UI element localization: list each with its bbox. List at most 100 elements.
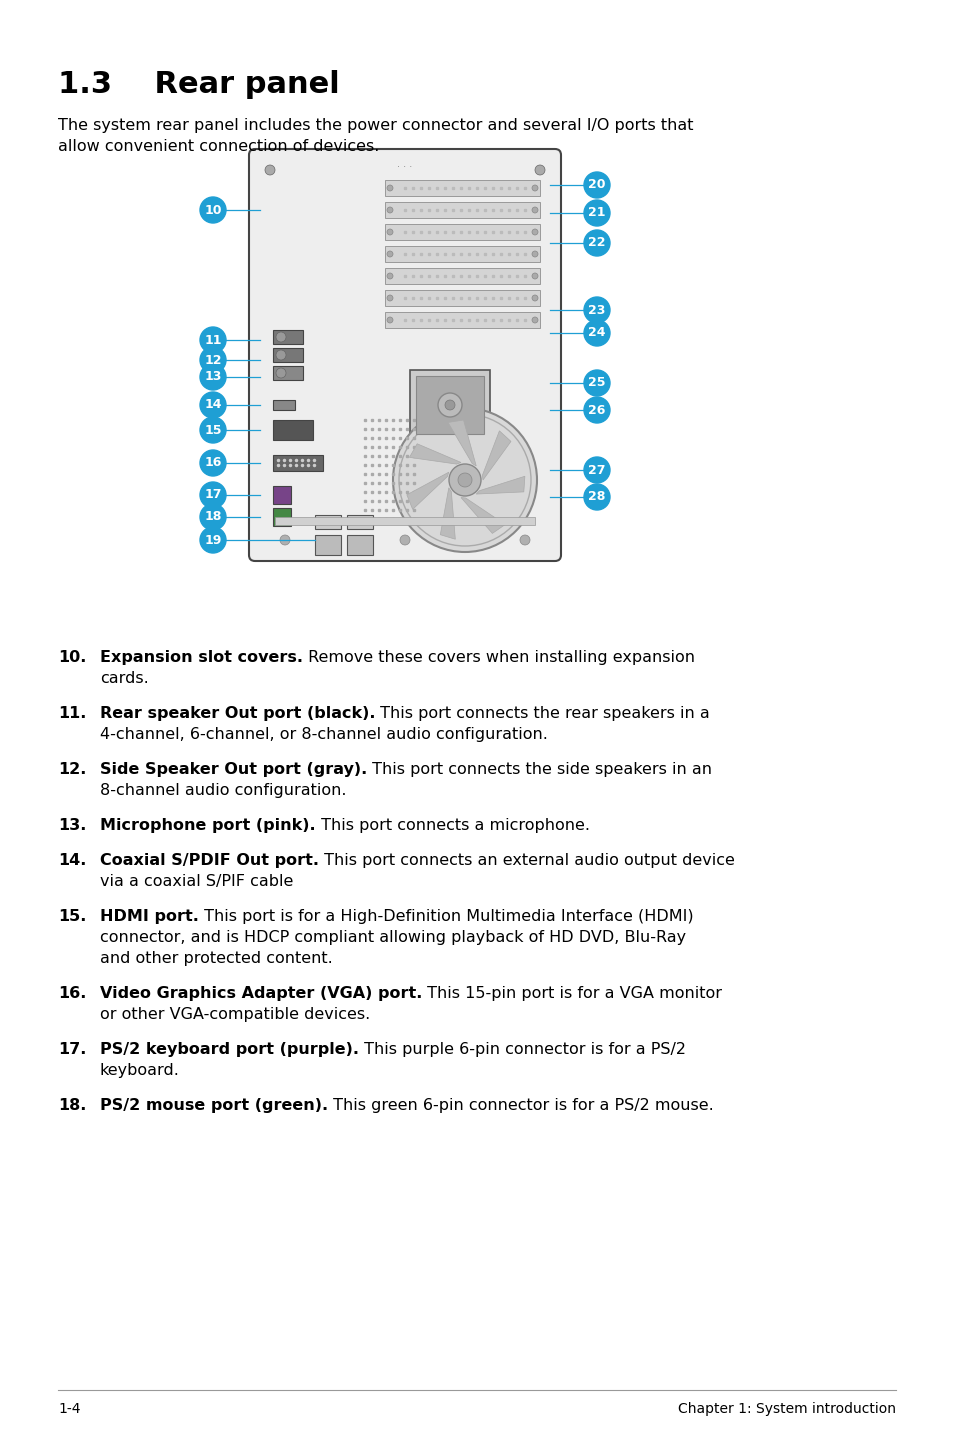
Circle shape bbox=[583, 298, 609, 324]
Text: This port connects an external audio output device: This port connects an external audio out… bbox=[318, 853, 734, 869]
Text: This port connects the side speakers in an: This port connects the side speakers in … bbox=[367, 762, 712, 777]
Text: This purple 6-pin connector is for a PS/2: This purple 6-pin connector is for a PS/… bbox=[358, 1043, 685, 1057]
Text: This green 6-pin connector is for a PS/2 mouse.: This green 6-pin connector is for a PS/2… bbox=[328, 1099, 713, 1113]
Bar bbox=[273, 486, 291, 503]
Circle shape bbox=[200, 197, 226, 223]
Text: keyboard.: keyboard. bbox=[100, 1063, 180, 1078]
Text: 17: 17 bbox=[204, 489, 221, 502]
Text: 25: 25 bbox=[588, 377, 605, 390]
Circle shape bbox=[583, 397, 609, 423]
Circle shape bbox=[387, 207, 393, 213]
Polygon shape bbox=[460, 498, 505, 533]
Text: · · ·: · · · bbox=[397, 162, 413, 173]
Bar bbox=[385, 267, 539, 283]
Bar bbox=[273, 454, 323, 472]
Circle shape bbox=[200, 526, 226, 554]
Text: This port is for a High-Definition Multimedia Interface (HDMI): This port is for a High-Definition Multi… bbox=[198, 909, 693, 925]
Bar bbox=[314, 515, 340, 529]
Circle shape bbox=[200, 450, 226, 476]
Circle shape bbox=[393, 408, 537, 552]
Text: 21: 21 bbox=[588, 207, 605, 220]
Text: 14: 14 bbox=[204, 398, 221, 411]
Text: 4-channel, 6-channel, or 8-channel audio configuration.: 4-channel, 6-channel, or 8-channel audio… bbox=[100, 728, 547, 742]
Circle shape bbox=[275, 332, 286, 342]
Circle shape bbox=[532, 252, 537, 257]
Polygon shape bbox=[409, 444, 460, 464]
Text: Coaxial S/PDIF Out port.: Coaxial S/PDIF Out port. bbox=[100, 853, 318, 869]
Circle shape bbox=[387, 295, 393, 301]
Circle shape bbox=[583, 200, 609, 226]
Bar bbox=[347, 535, 373, 555]
Circle shape bbox=[519, 535, 530, 545]
Text: 23: 23 bbox=[588, 303, 605, 316]
Circle shape bbox=[437, 393, 461, 417]
Circle shape bbox=[200, 393, 226, 418]
Bar bbox=[385, 180, 539, 196]
Circle shape bbox=[583, 485, 609, 510]
Text: 15.: 15. bbox=[58, 909, 87, 925]
Text: 11.: 11. bbox=[58, 706, 87, 720]
Circle shape bbox=[280, 535, 290, 545]
Circle shape bbox=[399, 535, 410, 545]
Text: Chapter 1: System introduction: Chapter 1: System introduction bbox=[678, 1402, 895, 1416]
Text: Video Graphics Adapter (VGA) port.: Video Graphics Adapter (VGA) port. bbox=[100, 986, 422, 1001]
Text: via a coaxial S/PIF cable: via a coaxial S/PIF cable bbox=[100, 874, 294, 889]
Bar bbox=[410, 370, 490, 440]
Circle shape bbox=[532, 316, 537, 324]
Circle shape bbox=[265, 165, 274, 175]
Circle shape bbox=[200, 417, 226, 443]
Text: 14.: 14. bbox=[58, 853, 87, 869]
Bar bbox=[273, 508, 291, 526]
Text: 13: 13 bbox=[204, 371, 221, 384]
Text: HDMI port.: HDMI port. bbox=[100, 909, 198, 925]
Circle shape bbox=[200, 326, 226, 352]
Circle shape bbox=[200, 482, 226, 508]
Text: This 15-pin port is for a VGA monitor: This 15-pin port is for a VGA monitor bbox=[422, 986, 721, 1001]
Circle shape bbox=[200, 364, 226, 390]
Text: or other VGA-compatible devices.: or other VGA-compatible devices. bbox=[100, 1007, 370, 1022]
Bar bbox=[385, 201, 539, 219]
Text: 27: 27 bbox=[588, 463, 605, 476]
Bar bbox=[385, 224, 539, 240]
Text: 18.: 18. bbox=[58, 1099, 87, 1113]
Text: 19: 19 bbox=[204, 533, 221, 546]
Text: Remove these covers when installing expansion: Remove these covers when installing expa… bbox=[303, 650, 695, 664]
Circle shape bbox=[583, 173, 609, 198]
Polygon shape bbox=[476, 476, 524, 495]
Text: 10: 10 bbox=[204, 204, 221, 217]
Bar bbox=[273, 329, 303, 344]
Text: 20: 20 bbox=[588, 178, 605, 191]
Circle shape bbox=[387, 229, 393, 234]
Bar bbox=[385, 312, 539, 328]
Circle shape bbox=[583, 370, 609, 395]
Circle shape bbox=[532, 229, 537, 234]
Text: 11: 11 bbox=[204, 334, 221, 347]
Circle shape bbox=[535, 165, 544, 175]
Bar bbox=[273, 348, 303, 362]
Text: 15: 15 bbox=[204, 424, 221, 437]
Circle shape bbox=[387, 252, 393, 257]
Text: 12.: 12. bbox=[58, 762, 87, 777]
Bar bbox=[273, 400, 294, 410]
Text: 10.: 10. bbox=[58, 650, 87, 664]
Text: This port connects the rear speakers in a: This port connects the rear speakers in … bbox=[375, 706, 709, 720]
Text: 28: 28 bbox=[588, 490, 605, 503]
Text: 18: 18 bbox=[204, 510, 221, 523]
Text: allow convenient connection of devices.: allow convenient connection of devices. bbox=[58, 139, 379, 154]
Text: PS/2 keyboard port (purple).: PS/2 keyboard port (purple). bbox=[100, 1043, 358, 1057]
Text: Side Speaker Out port (gray).: Side Speaker Out port (gray). bbox=[100, 762, 367, 777]
Text: 24: 24 bbox=[588, 326, 605, 339]
Bar bbox=[273, 367, 303, 380]
Text: The system rear panel includes the power connector and several I/O ports that: The system rear panel includes the power… bbox=[58, 118, 693, 132]
Polygon shape bbox=[448, 420, 476, 466]
Bar bbox=[314, 535, 340, 555]
Circle shape bbox=[387, 273, 393, 279]
Polygon shape bbox=[406, 472, 448, 509]
Bar bbox=[385, 290, 539, 306]
Text: 12: 12 bbox=[204, 354, 221, 367]
Text: 17.: 17. bbox=[58, 1043, 87, 1057]
Text: and other protected content.: and other protected content. bbox=[100, 951, 333, 966]
Circle shape bbox=[449, 464, 480, 496]
Bar bbox=[273, 420, 313, 440]
Text: 26: 26 bbox=[588, 404, 605, 417]
